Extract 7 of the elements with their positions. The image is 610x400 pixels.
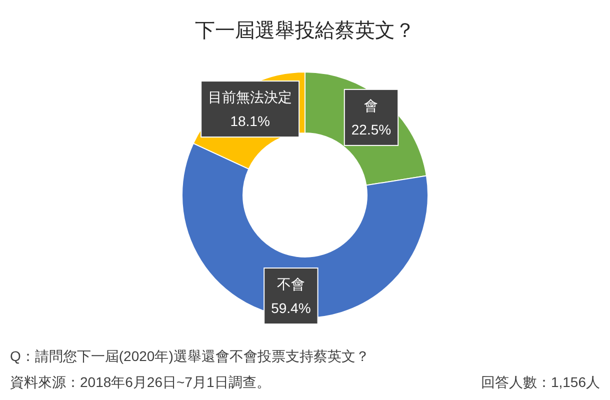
slice-label: 不會: [276, 276, 305, 292]
title: 下一屆選舉投給蔡英文？: [195, 20, 415, 42]
slice-label: 目前無法決定: [208, 89, 292, 106]
slice-label: 會: [364, 97, 378, 114]
data-label: 18.1%: [230, 113, 270, 130]
data-label: 59.4%: [271, 300, 311, 316]
data-label: 22.5%: [351, 121, 392, 138]
